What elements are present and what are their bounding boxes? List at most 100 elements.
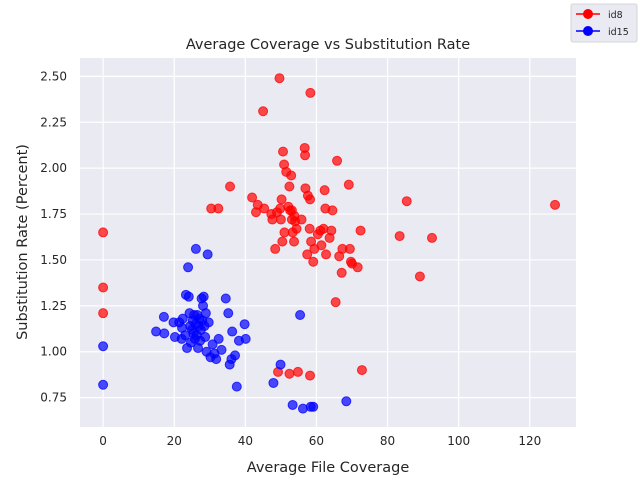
data-point-id8 <box>300 150 311 161</box>
data-point-id15 <box>308 401 319 412</box>
data-point-id8 <box>330 297 341 308</box>
y-tick-label: 2.00 <box>40 161 67 175</box>
data-point-id15 <box>203 317 214 328</box>
data-point-id8 <box>356 365 367 376</box>
data-points <box>98 73 561 414</box>
data-point-id8 <box>305 370 316 381</box>
y-tick-label: 1.50 <box>40 253 67 267</box>
data-point-id15 <box>295 310 306 321</box>
data-point-id15 <box>230 350 241 361</box>
data-point-id15 <box>98 379 109 390</box>
data-point-id15 <box>231 381 242 392</box>
data-point-id15 <box>98 341 109 352</box>
data-point-id8 <box>550 199 561 210</box>
data-point-id15 <box>239 319 250 330</box>
y-tick-labels: 0.75 1.00 1.25 1.50 1.75 2.00 2.25 2.50 <box>40 69 67 404</box>
data-point-id15 <box>200 332 211 343</box>
data-point-id15 <box>211 354 222 365</box>
data-point-id8 <box>289 236 300 247</box>
data-point-id15 <box>227 326 238 337</box>
data-point-id15 <box>275 359 286 370</box>
data-point-id8 <box>336 267 347 278</box>
grid-lines <box>80 58 576 427</box>
data-point-id8 <box>305 194 316 205</box>
data-point-id8 <box>279 227 290 238</box>
data-point-id8 <box>274 73 285 84</box>
data-point-id8 <box>332 155 343 166</box>
data-point-id8 <box>276 194 287 205</box>
data-point-id8 <box>394 231 405 242</box>
data-point-id8 <box>258 106 269 117</box>
data-point-id8 <box>319 185 330 196</box>
data-point-id8 <box>352 262 363 273</box>
data-point-id8 <box>296 214 307 225</box>
x-tick-label: 60 <box>309 434 324 448</box>
data-point-id8 <box>401 196 412 207</box>
data-point-id8 <box>284 368 295 379</box>
x-axis-title: Average File Coverage <box>247 460 410 476</box>
data-point-id8 <box>344 243 355 254</box>
data-point-id8 <box>304 223 315 234</box>
data-point-id15 <box>190 243 201 254</box>
data-point-id15 <box>198 291 209 302</box>
data-point-id8 <box>98 282 109 293</box>
y-tick-label: 0.75 <box>40 391 67 405</box>
data-point-id8 <box>270 243 281 254</box>
data-point-id8 <box>98 308 109 319</box>
data-point-id8 <box>321 249 332 260</box>
data-point-id8 <box>98 227 109 238</box>
y-axis-title: Substitution Rate (Percent) <box>15 144 31 340</box>
data-point-id8 <box>275 203 286 214</box>
y-tick-label: 2.50 <box>40 69 67 83</box>
data-point-id15 <box>200 308 211 319</box>
legend-entry-id8: id8 <box>576 9 623 21</box>
data-point-id15 <box>202 249 213 260</box>
data-point-id8 <box>275 214 286 225</box>
x-tick-label: 40 <box>238 434 253 448</box>
legend: id8 id15 <box>570 3 638 43</box>
y-tick-label: 1.00 <box>40 345 67 359</box>
y-tick-label: 1.25 <box>40 299 67 313</box>
data-point-id8 <box>414 271 425 282</box>
legend-label-id15: id15 <box>608 27 629 38</box>
data-point-id8 <box>284 181 295 192</box>
data-point-id8 <box>292 366 303 377</box>
x-tick-labels: 0 20 40 60 80 100 120 <box>99 434 541 448</box>
data-point-id8 <box>305 87 316 98</box>
data-point-id15 <box>183 262 194 273</box>
data-point-id8 <box>213 203 224 214</box>
data-point-id15 <box>177 313 188 324</box>
y-tick-label: 1.75 <box>40 207 67 221</box>
data-point-id15 <box>223 308 234 319</box>
x-tick-label: 80 <box>380 434 395 448</box>
y-tick-label: 2.25 <box>40 115 67 129</box>
data-point-id8 <box>291 223 302 234</box>
data-point-id15 <box>220 293 231 304</box>
series-id15 <box>98 243 352 414</box>
data-point-id15 <box>207 339 218 350</box>
data-point-id15 <box>151 326 162 337</box>
legend-label-id8: id8 <box>608 10 623 21</box>
x-tick-label: 100 <box>447 434 470 448</box>
data-point-id8 <box>247 192 258 203</box>
data-point-id8 <box>327 205 338 216</box>
x-tick-label: 120 <box>518 434 541 448</box>
x-tick-label: 0 <box>99 434 107 448</box>
data-point-id15 <box>268 377 279 388</box>
legend-entry-id15: id15 <box>576 26 629 38</box>
series-id8 <box>98 73 561 381</box>
data-point-id8 <box>343 179 354 190</box>
data-point-id15 <box>159 328 170 339</box>
data-point-id15 <box>216 344 227 355</box>
data-point-id8 <box>326 225 337 236</box>
data-point-id8 <box>302 249 313 260</box>
data-point-id15 <box>183 291 194 302</box>
data-point-id8 <box>259 203 270 214</box>
chart-title: Average Coverage vs Substitution Rate <box>186 37 470 53</box>
data-point-id8 <box>225 181 236 192</box>
data-point-id15 <box>287 399 298 410</box>
data-point-id8 <box>278 146 289 157</box>
legend-marker-id8 <box>583 9 593 19</box>
data-point-id8 <box>355 225 366 236</box>
